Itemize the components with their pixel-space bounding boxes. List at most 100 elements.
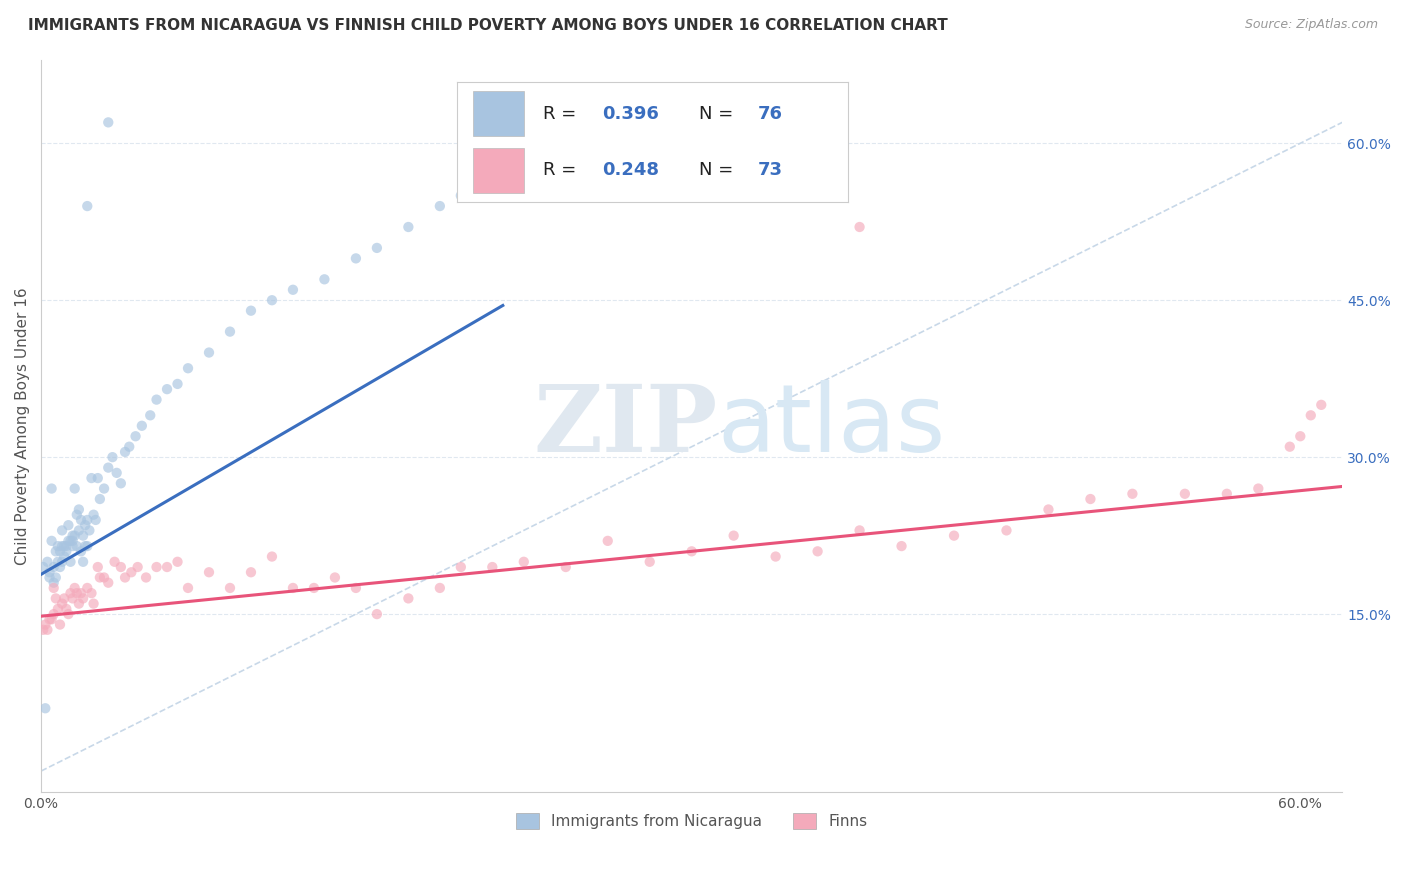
Point <box>120 566 142 580</box>
Point <box>46 602 69 616</box>
Point <box>118 440 141 454</box>
Point <box>49 544 72 558</box>
Point <box>943 528 966 542</box>
Text: IMMIGRANTS FROM NICARAGUA VS FINNISH CHILD POVERTY AMONG BOYS UNDER 16 CORRELATI: IMMIGRANTS FROM NICARAGUA VS FINNISH CHI… <box>28 18 948 33</box>
Point <box>1080 491 1102 506</box>
Point <box>848 219 870 234</box>
Point <box>66 508 89 522</box>
Text: ZIP: ZIP <box>533 381 717 471</box>
Point <box>110 560 132 574</box>
Point <box>63 528 86 542</box>
Point <box>45 591 67 606</box>
Point <box>166 555 188 569</box>
Point <box>97 575 120 590</box>
Point <box>139 409 162 423</box>
Point <box>513 555 536 569</box>
Point <box>70 513 93 527</box>
Point <box>63 482 86 496</box>
Point <box>1289 429 1312 443</box>
Point <box>995 524 1018 538</box>
Point <box>198 566 221 580</box>
Point <box>492 168 515 182</box>
Point <box>79 524 101 538</box>
Point <box>848 524 870 538</box>
Point <box>38 612 60 626</box>
Point <box>38 570 60 584</box>
Point <box>638 555 661 569</box>
Point <box>323 570 346 584</box>
Point <box>281 581 304 595</box>
Point <box>93 570 115 584</box>
Point <box>103 555 125 569</box>
Point <box>114 445 136 459</box>
Point <box>83 508 105 522</box>
Point <box>366 607 388 621</box>
Point <box>59 533 82 548</box>
Point <box>76 513 98 527</box>
Point <box>302 581 325 595</box>
Point <box>450 560 472 574</box>
Point <box>51 597 73 611</box>
Point <box>53 591 76 606</box>
Point <box>396 591 419 606</box>
Point <box>366 241 388 255</box>
Point <box>87 471 110 485</box>
Point <box>59 555 82 569</box>
Point <box>34 617 56 632</box>
Point <box>37 623 59 637</box>
Point <box>344 581 367 595</box>
Point <box>260 549 283 564</box>
Point <box>41 612 63 626</box>
Point <box>46 555 69 569</box>
Point <box>1299 409 1322 423</box>
Point <box>93 482 115 496</box>
Point <box>67 524 90 538</box>
Point <box>429 199 451 213</box>
Point <box>1038 502 1060 516</box>
Point <box>87 560 110 574</box>
Point <box>105 466 128 480</box>
Point <box>51 539 73 553</box>
Point <box>76 199 98 213</box>
Point <box>1278 440 1301 454</box>
Point <box>97 460 120 475</box>
Point <box>72 555 94 569</box>
Point <box>46 539 69 553</box>
Point <box>314 272 336 286</box>
Point <box>49 560 72 574</box>
Point <box>49 617 72 632</box>
Point <box>135 570 157 584</box>
Point <box>66 539 89 553</box>
Point <box>198 345 221 359</box>
Point <box>219 325 242 339</box>
Point <box>45 544 67 558</box>
Point <box>240 566 263 580</box>
Point <box>66 586 89 600</box>
Text: Source: ZipAtlas.com: Source: ZipAtlas.com <box>1244 18 1378 31</box>
Point <box>72 528 94 542</box>
Point <box>554 560 576 574</box>
Point <box>281 283 304 297</box>
Point <box>1310 398 1333 412</box>
Point <box>681 544 703 558</box>
Point <box>42 575 65 590</box>
Point <box>55 544 77 558</box>
Point <box>62 533 84 548</box>
Point <box>1216 487 1239 501</box>
Point <box>67 502 90 516</box>
Point <box>1121 487 1143 501</box>
Point <box>34 701 56 715</box>
Point <box>76 539 98 553</box>
Point <box>471 178 494 193</box>
Point <box>70 544 93 558</box>
Point <box>37 555 59 569</box>
Point <box>41 533 63 548</box>
Point <box>38 566 60 580</box>
Point <box>145 392 167 407</box>
Point <box>156 560 179 574</box>
Point <box>62 591 84 606</box>
Point <box>260 293 283 308</box>
Point <box>84 513 107 527</box>
Point <box>344 252 367 266</box>
Point <box>45 570 67 584</box>
